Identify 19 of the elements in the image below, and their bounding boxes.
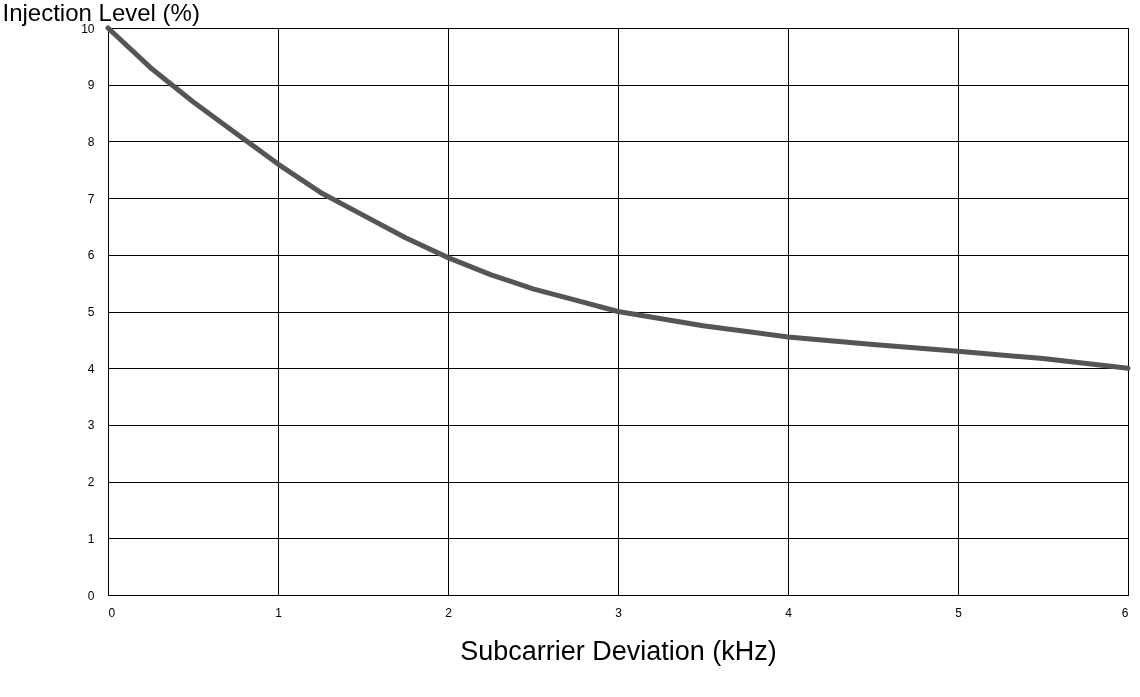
x-tick-label: 3 xyxy=(615,605,623,620)
y-tick-label: 3 xyxy=(87,418,95,433)
y-tick-label: 8 xyxy=(87,134,95,149)
x-tick-label: 6 xyxy=(1121,605,1129,620)
y-tick-label: 7 xyxy=(87,191,95,206)
x-tick-label: 5 xyxy=(955,605,963,620)
y-tick-label: 2 xyxy=(87,475,95,490)
y-tick-label: 6 xyxy=(87,248,95,263)
y-tick-label: 4 xyxy=(87,361,95,376)
y-tick-label: 9 xyxy=(87,78,95,93)
y-tick-label: 10 xyxy=(81,21,95,36)
y-tick-label: 1 xyxy=(87,531,95,546)
x-axis-title: Subcarrier Deviation (kHz) xyxy=(460,635,777,666)
x-tick-label: 4 xyxy=(785,605,793,620)
x-tick-label: 1 xyxy=(275,605,283,620)
x-tick-label: 2 xyxy=(445,605,453,620)
y-tick-label: 0 xyxy=(87,588,95,603)
x-tick-label: 0 xyxy=(108,605,116,620)
y-tick-label: 5 xyxy=(87,305,95,319)
